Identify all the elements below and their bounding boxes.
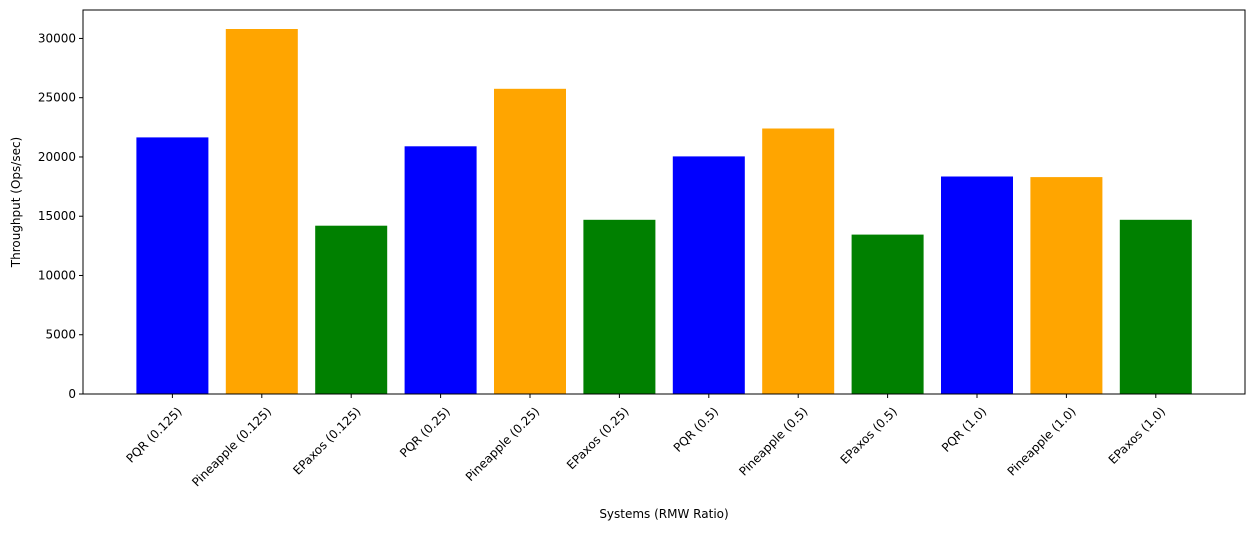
x-tick-label-9: PQR (1.0) (939, 404, 989, 454)
x-tick-label-0: PQR (0.125) (124, 404, 185, 465)
x-tick-label-6: PQR (0.5) (671, 404, 721, 454)
axes-frame (82, 9, 1246, 395)
bar-6 (672, 156, 745, 394)
bars-group (136, 29, 1192, 395)
x-tick-label-10: Pineapple (1.0) (1005, 404, 1079, 478)
x-axis-ticks: PQR (0.125) Pineapple (0.125) EPaxos (0.12… (124, 394, 1168, 489)
x-tick-label-11: EPaxos (1.0) (1106, 404, 1168, 466)
y-tick-label-1: 5000 (45, 328, 76, 342)
x-tick-label-7: Pineapple (0.5) (736, 404, 810, 478)
x-tick-label-3: PQR (0.25) (397, 404, 453, 460)
y-tick-label-0: 0 (68, 387, 76, 401)
bar-0 (136, 137, 209, 394)
y-tick-label-5: 25000 (38, 91, 76, 105)
x-tick-label-4: Pineapple (0.25) (463, 404, 543, 484)
bar-7 (762, 128, 835, 394)
bar-1 (225, 29, 298, 394)
x-tick-label-8: EPaxos (0.5) (838, 404, 900, 466)
y-axis-label: Throughput (Ops/sec) (9, 137, 23, 268)
bar-2 (315, 225, 388, 394)
x-axis-label: Systems (RMW Ratio) (599, 507, 728, 521)
bar-8 (851, 234, 924, 394)
bar-4 (494, 88, 566, 395)
bar-3 (404, 146, 477, 394)
y-axis-ticks: 0 5000 10000 15000 20000 25000 30000 (38, 31, 83, 401)
x-tick-label-2: EPaxos (0.125) (290, 404, 363, 477)
bar-9 (941, 176, 1013, 394)
x-tick-label-1: Pineapple (0.125) (189, 404, 274, 489)
y-tick-label-3: 15000 (38, 209, 76, 223)
x-tick-label-5: EPaxos (0.25) (564, 404, 632, 472)
y-tick-label-2: 10000 (38, 268, 76, 282)
bar-5 (583, 219, 656, 394)
y-tick-label-6: 30000 (38, 31, 76, 45)
y-tick-label-4: 20000 (38, 150, 76, 164)
bar-10 (1030, 177, 1103, 394)
bar-11 (1119, 219, 1192, 394)
